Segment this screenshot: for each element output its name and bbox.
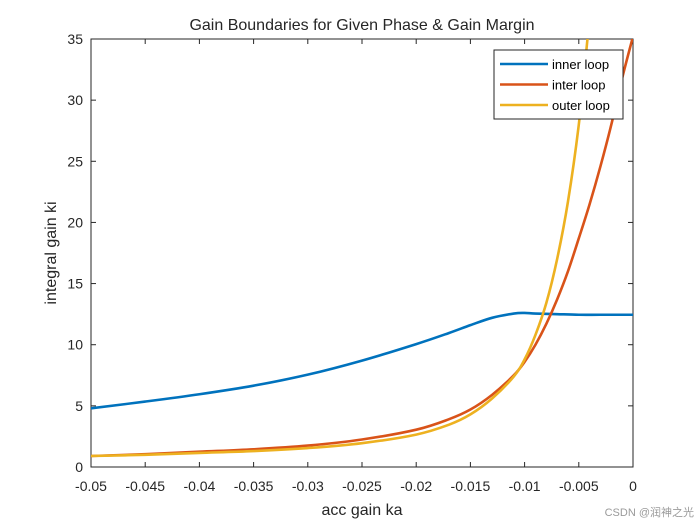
chart-title: Gain Boundaries for Given Phase & Gain M… [189,17,534,34]
series-line-outer-loop [91,39,589,458]
plot-series [91,39,633,458]
x-tick-label: -0.01 [509,478,541,494]
axis-ticks: -0.05 -0.045 -0.04 -0.035 -0.03 -0.025 -0.02 -0… [67,31,637,494]
x-tick-label: -0.025 [342,478,382,494]
y-tick-label: 35 [67,31,83,47]
y-tick-label: 5 [75,398,83,414]
y-axis-label: integral gain ki [43,201,60,304]
y-tick-label: 0 [75,459,83,475]
x-tick-label: -0.03 [292,478,324,494]
legend-label: outer loop [552,98,610,113]
x-tick-label: -0.05 [75,478,107,494]
x-tick-label: -0.02 [400,478,432,494]
x-tick-label: -0.04 [183,478,215,494]
x-tick-label: 0 [629,478,637,494]
x-tick-label: -0.045 [125,478,165,494]
y-tick-label: 20 [67,214,83,230]
y-tick-label: 10 [67,337,83,353]
watermark: CSDN @润神之光 [605,505,694,519]
legend: inner loop inter loop outer loop [493,49,624,120]
x-tick-label: -0.035 [234,478,274,494]
series-line-inner-loop [91,311,633,410]
legend-label: inner loop [552,57,609,72]
x-tick-label: -0.005 [559,478,599,494]
y-tick-label: 25 [67,153,83,169]
x-tick-label: -0.015 [451,478,491,494]
y-tick-label: 30 [67,92,83,108]
y-tick-label: 15 [67,276,83,292]
legend-label: inter loop [552,78,605,93]
x-axis-label: acc gain ka [322,502,403,519]
